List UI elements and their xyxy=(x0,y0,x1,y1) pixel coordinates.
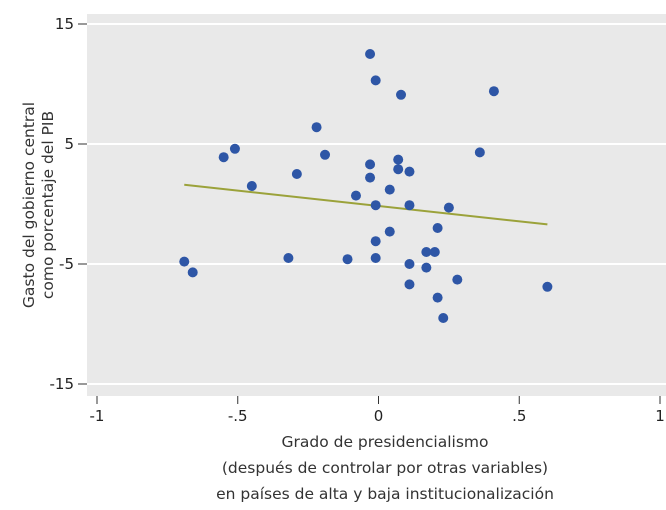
y-axis-title-line: Gasto del gobierno central xyxy=(20,102,38,308)
y-tick-labels: 15 5 -5 -15 xyxy=(50,15,87,393)
x-tick-label: 0 xyxy=(374,407,384,425)
x-axis-title-line: en países de alta y baja institucionaliz… xyxy=(216,485,554,503)
data-point xyxy=(432,223,443,233)
data-point xyxy=(246,181,257,191)
data-point xyxy=(229,143,240,154)
data-point xyxy=(452,274,463,285)
data-point xyxy=(404,200,415,211)
data-point xyxy=(187,267,198,278)
data-point xyxy=(291,169,302,179)
data-point xyxy=(342,254,353,265)
data-point xyxy=(396,89,407,100)
data-point xyxy=(311,122,322,133)
x-tick-labels: -1 -.5 0 .5 1 xyxy=(90,396,665,425)
data-point xyxy=(365,172,376,183)
data-point xyxy=(218,152,229,163)
data-point xyxy=(370,75,381,86)
data-point xyxy=(393,164,404,175)
data-point xyxy=(283,253,294,263)
y-axis-title: Gasto del gobierno centralcomo porcentaj… xyxy=(20,102,57,308)
x-tick-label: .5 xyxy=(512,407,526,425)
data-point xyxy=(421,262,432,273)
data-point xyxy=(404,279,415,290)
data-point xyxy=(488,86,499,97)
x-tick-label: -1 xyxy=(90,407,105,425)
x-tick-label: -.5 xyxy=(228,407,248,425)
data-point xyxy=(393,154,404,165)
data-point xyxy=(438,313,449,323)
data-point xyxy=(542,281,553,292)
data-point xyxy=(370,200,381,211)
data-point xyxy=(474,147,485,158)
data-point xyxy=(370,253,381,263)
x-axis-title: Grado de presidencialismo (después de con… xyxy=(216,433,554,503)
data-point xyxy=(179,256,190,267)
y-tick-label: -15 xyxy=(50,375,75,393)
data-point xyxy=(384,184,395,195)
data-point xyxy=(320,149,331,160)
data-point xyxy=(404,259,415,269)
data-points xyxy=(179,49,553,323)
data-point xyxy=(421,247,432,257)
y-axis-title-line: como porcentaje del PIB xyxy=(39,111,57,299)
fit-line xyxy=(184,183,548,226)
data-point xyxy=(432,292,443,303)
data-point xyxy=(365,49,376,59)
x-axis-title-line: Grado de presidencialismo xyxy=(281,433,488,451)
data-point xyxy=(443,202,454,213)
y-tick-label: 5 xyxy=(64,135,74,153)
data-point xyxy=(404,166,415,177)
data-point xyxy=(370,236,381,247)
data-point xyxy=(429,247,440,257)
data-point xyxy=(350,190,361,201)
x-tick-label: 1 xyxy=(655,407,665,425)
data-point xyxy=(365,159,376,170)
data-point xyxy=(384,226,395,237)
y-tick-label: -5 xyxy=(59,255,74,273)
y-tick-label: 15 xyxy=(55,15,74,33)
x-axis-title-line: (después de controlar por otras variable… xyxy=(222,459,548,477)
